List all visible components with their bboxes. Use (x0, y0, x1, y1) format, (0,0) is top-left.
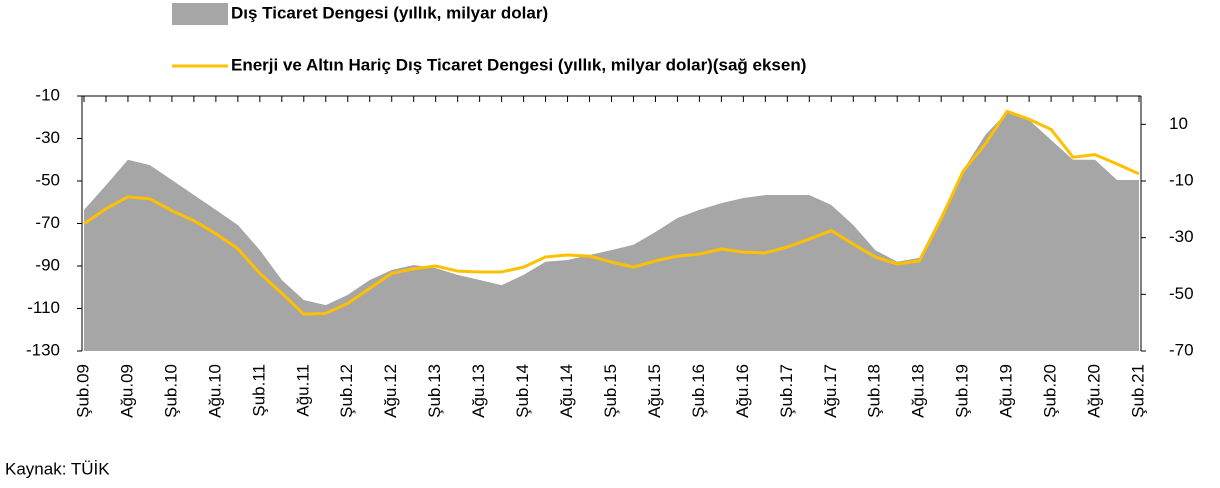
x-tick-label: Şub.16 (689, 364, 708, 418)
y-tick-label: -110 (27, 298, 60, 317)
legend-swatch (172, 3, 228, 25)
x-tick-label: Ağu.18 (909, 364, 928, 418)
x-tick-label: Ağu.10 (205, 364, 224, 418)
x-tick-label: Şub.18 (865, 364, 884, 418)
y-tick-label: -130 (26, 340, 60, 359)
area (84, 111, 1139, 351)
x-tick-label: Şub.09 (73, 364, 92, 418)
x-tick-label: Ağu.15 (645, 364, 664, 418)
legend-label: Dış Ticaret Dengesi (yıllık, milyar dola… (231, 3, 548, 22)
x-tick-label: Şub.21 (1128, 364, 1147, 418)
x-tick-label: Ağu.16 (733, 364, 752, 418)
y-tick-label: -90 (35, 255, 60, 274)
y-tick-label: -50 (35, 170, 60, 189)
x-tick-label: Şub.17 (777, 364, 796, 418)
x-tick-label: Şub.11 (249, 364, 268, 417)
x-tick-label: Ağu.12 (381, 364, 400, 418)
x-tick-label: Şub.20 (1041, 364, 1060, 418)
source: Kaynak: TÜİK (5, 459, 110, 478)
x-tick-label: Ağu.09 (117, 364, 136, 418)
x-tick-label: Şub.13 (425, 364, 444, 418)
x-tick-label: Ağu.11 (293, 364, 312, 417)
x-tick-label: Şub.19 (953, 364, 972, 418)
x-tick-label: Ağu.17 (821, 364, 840, 418)
line (83, 109, 1140, 316)
x-tick-label: Ağu.14 (557, 364, 576, 418)
x-tick-label: Şub.12 (337, 364, 356, 418)
legend-label: Enerji ve Altın Hariç Dış Ticaret Denges… (231, 55, 806, 74)
x-tick-label: Ağu.13 (469, 364, 488, 418)
x-tick-label: Ağu.19 (997, 364, 1016, 418)
y2-tick-label: 10 (1169, 114, 1188, 133)
x-tick-label: Şub.15 (601, 364, 620, 418)
y2-tick-label: -30 (1169, 227, 1194, 246)
y-tick-label: -10 (35, 85, 60, 104)
x-tick-label: Ağu.20 (1085, 364, 1104, 418)
y2-tick-label: -50 (1169, 284, 1194, 303)
x-tick-label: Şub.10 (161, 364, 180, 418)
y2-tick-label: -10 (1169, 170, 1194, 189)
y2-tick-label: -70 (1169, 340, 1194, 359)
x-tick-label: Şub.14 (513, 364, 532, 418)
y-tick-label: -70 (35, 213, 60, 232)
y-tick-label: -30 (35, 128, 60, 147)
